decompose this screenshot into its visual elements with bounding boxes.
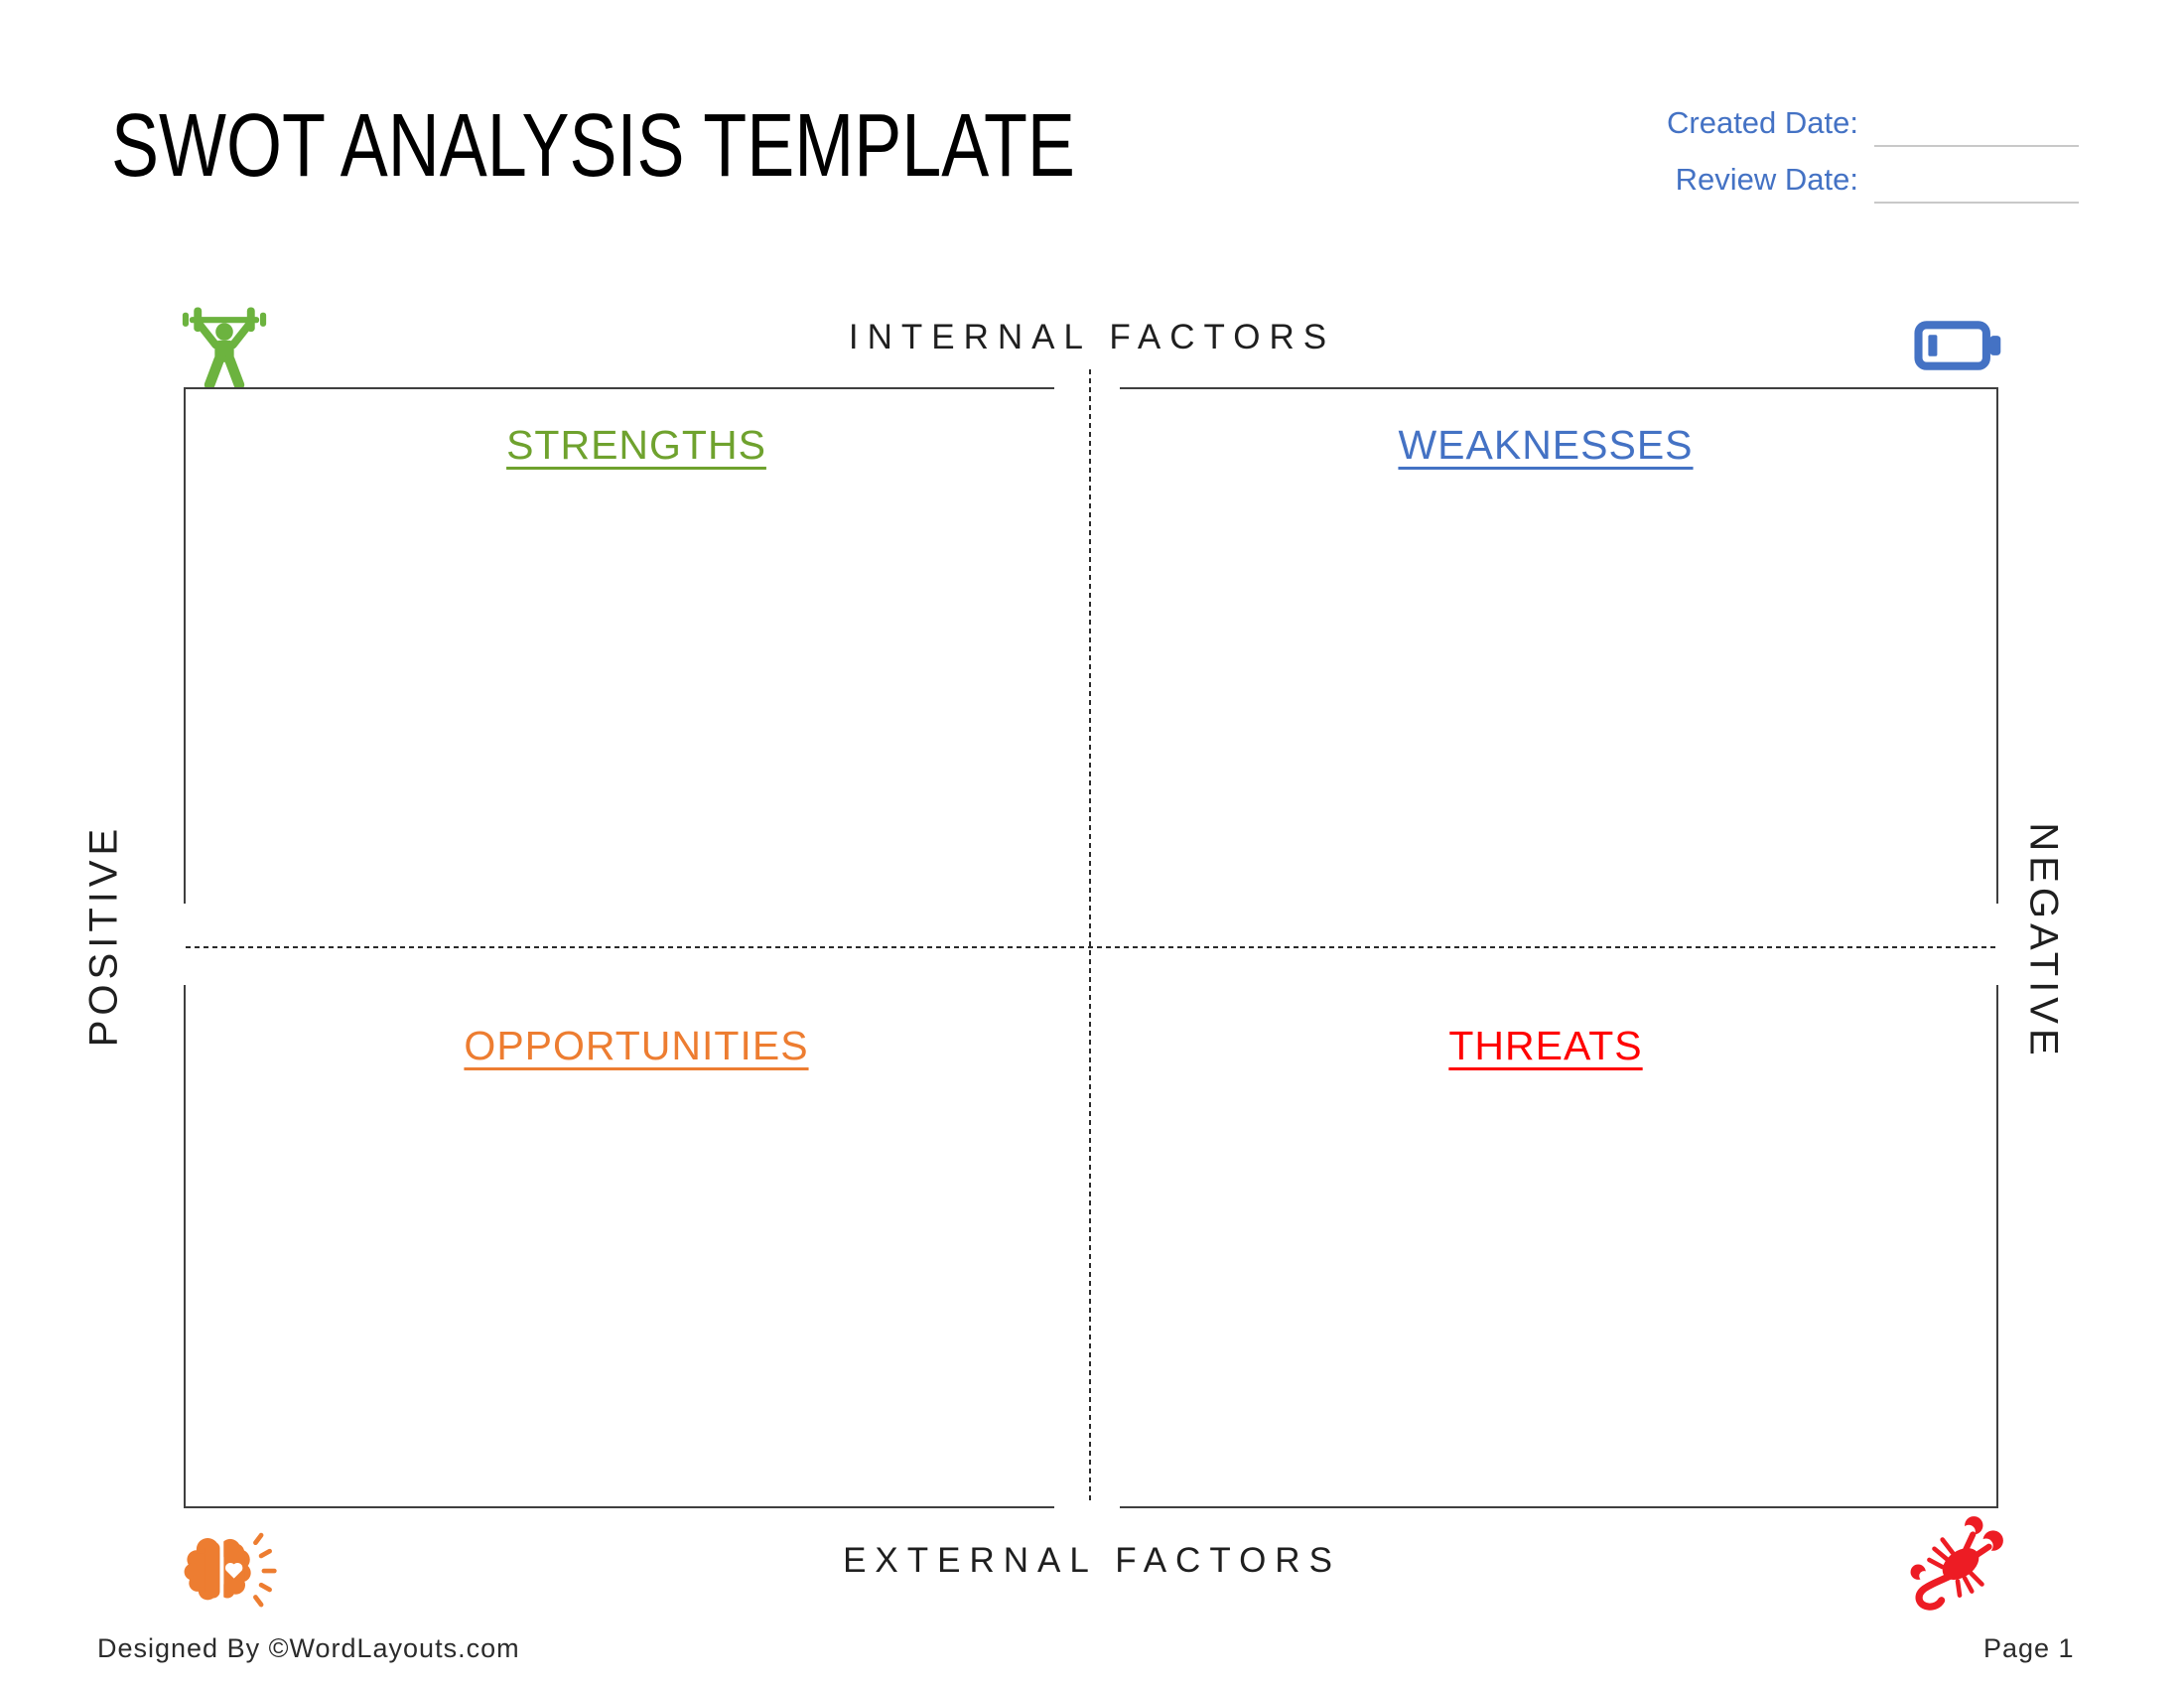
threats-heading: THREATS: [1448, 1023, 1643, 1068]
created-date-field[interactable]: [1874, 109, 2079, 147]
grid-border-left-bottom: [184, 985, 186, 1507]
opportunities-heading: OPPORTUNITIES: [464, 1023, 809, 1068]
page-number: Page 1: [1983, 1633, 2075, 1663]
grid-border-top-left: [184, 387, 1054, 389]
weaknesses-heading: WEAKNESSES: [1398, 422, 1694, 468]
grid-border-bottom-right: [1120, 1506, 1998, 1508]
negative-axis-label: NEGATIVE: [2021, 822, 2066, 1060]
review-date-label: Review Date:: [1675, 162, 1858, 197]
brain-heart-icon: [177, 1525, 280, 1618]
scorpion-icon: [1902, 1511, 2015, 1613]
positive-negative-divider: [1089, 369, 1091, 1502]
created-date-label: Created Date:: [1667, 105, 1858, 140]
review-date-row: Review Date:: [1608, 152, 2085, 209]
weightlifter-icon: [181, 304, 268, 389]
internal-external-divider: [186, 946, 1996, 948]
grid-border-top-right: [1120, 387, 1998, 389]
grid-border-bottom-left: [184, 1506, 1054, 1508]
opportunities-content-area[interactable]: [186, 1074, 1087, 1503]
page-title: SWOT ANALYSIS TEMPLATE: [111, 96, 1075, 196]
internal-factors-label: INTERNAL FACTORS: [848, 318, 1336, 356]
designer-credit: Designed By ©WordLayouts.com: [97, 1633, 520, 1663]
grid-border-right-bottom: [1996, 985, 1998, 1507]
strengths-heading: STRENGTHS: [506, 422, 766, 468]
threats-content-area[interactable]: [1093, 1074, 1994, 1503]
positive-axis-label: POSITIVE: [81, 823, 126, 1048]
external-factors-label: EXTERNAL FACTORS: [843, 1541, 1341, 1580]
created-date-row: Created Date:: [1608, 95, 2085, 152]
grid-border-left-top: [184, 387, 186, 904]
date-fields: Created Date: Review Date:: [1608, 95, 2085, 209]
strengths-content-area[interactable]: [186, 475, 1087, 943]
low-battery-icon: [1914, 316, 2003, 375]
weaknesses-content-area[interactable]: [1093, 475, 1994, 943]
review-date-field[interactable]: [1874, 166, 2079, 204]
grid-border-right-top: [1996, 387, 1998, 904]
